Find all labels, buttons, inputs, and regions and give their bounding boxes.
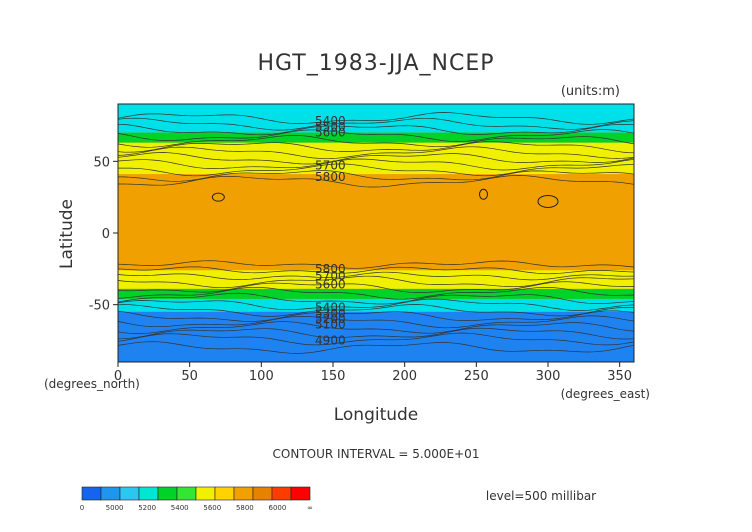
contour-label-4: 5800 — [315, 170, 346, 184]
band-7 — [118, 311, 634, 362]
contour-line-3 — [117, 129, 635, 142]
contour-line-18 — [117, 292, 635, 305]
colorbar-label-2: 5200 — [138, 504, 156, 512]
colorbar-label-4: 5600 — [203, 504, 221, 512]
contour-line-17 — [117, 286, 635, 300]
contour-line-11 — [118, 175, 635, 188]
contour-interval: CONTOUR INTERVAL = 5.000E+01 — [273, 447, 480, 461]
y-tick-label-2: -50 — [89, 299, 110, 314]
colorbar-swatch-8 — [233, 486, 254, 501]
band-6 — [118, 298, 634, 312]
contour-line-16 — [117, 281, 635, 293]
x-tick-label-7: 350 — [607, 369, 632, 384]
colorbar-swatch-5 — [176, 486, 197, 501]
contour-line-1 — [117, 117, 635, 131]
contour-label-2: 5600 — [315, 126, 346, 140]
level-text: level=500 millibar — [486, 489, 596, 503]
y-tick-label-1: 0 — [102, 227, 110, 242]
contour-label-9: 5300 — [315, 306, 346, 320]
contour-label-5: 5800 — [315, 262, 346, 276]
contour-line-24 — [117, 327, 635, 340]
contour-line-6 — [117, 146, 635, 160]
colorbar: 0 5000 5200 5400 5600 5800 6000 ∞ — [80, 486, 313, 512]
units-label: (units:m) — [561, 84, 620, 99]
x-tick-label-1: 50 — [181, 369, 198, 384]
contour-line-8 — [117, 158, 635, 171]
colorbar-label-1: 5000 — [106, 504, 124, 512]
contour-line-12 — [117, 260, 635, 269]
contour-line-5 — [117, 141, 635, 154]
band-4 — [118, 270, 634, 289]
contour-line-19 — [117, 298, 635, 311]
contour-line-13 — [117, 266, 635, 275]
contour-line-15 — [117, 275, 635, 289]
x-axis-label: Longitude — [334, 405, 419, 425]
colorbar-swatch-3 — [138, 486, 159, 501]
x-tick-label-3: 150 — [321, 369, 346, 384]
x-tick-label-5: 250 — [464, 369, 489, 384]
contour-line-25 — [117, 332, 635, 346]
y-unit-note: (degrees_north) — [44, 377, 140, 391]
contour-line-2 — [117, 123, 635, 136]
x-tick-label-0: 0 — [114, 369, 122, 384]
contour-line-14 — [117, 271, 635, 281]
x-unit-note: (degrees_east) — [561, 387, 650, 401]
colorbar-swatch-4 — [157, 486, 178, 501]
contour-line-23 — [117, 321, 635, 334]
contour-line-9 — [118, 163, 635, 177]
contour-closed-1 — [479, 188, 488, 200]
colorbar-label-3: 5400 — [171, 504, 189, 512]
contour-label-7: 5600 — [315, 278, 346, 292]
contour-label-1: 5500 — [315, 120, 346, 134]
colorbar-swatch-1 — [100, 486, 121, 501]
contour-line-22 — [117, 315, 635, 329]
contour-plot: 5400550056005700580058005700560054005300… — [89, 103, 635, 384]
contour-label-11: 5100 — [315, 318, 346, 332]
colorbar-label-0: 0 — [80, 504, 84, 512]
contour-line-0 — [117, 112, 635, 125]
contour-line-20 — [117, 304, 635, 317]
x-tick-label-4: 200 — [392, 369, 417, 384]
contour-label-10: 5200 — [315, 312, 346, 326]
band-1 — [118, 132, 634, 143]
y-axis-label: Latitude — [57, 199, 77, 269]
colorbar-label-5: 5800 — [236, 504, 254, 512]
contour-line-21 — [117, 310, 635, 322]
contour-label-8: 5400 — [315, 301, 346, 315]
contour-line-26 — [117, 341, 635, 354]
contour-closed-0 — [211, 192, 225, 202]
contour-label-0: 5400 — [315, 114, 346, 128]
x-tick-label-2: 100 — [249, 369, 274, 384]
colorbar-swatch-6 — [195, 486, 216, 501]
colorbar-swatch-9 — [252, 486, 273, 501]
colorbar-label-7: ∞ — [307, 504, 313, 512]
contour-line-10 — [118, 170, 635, 182]
band-2 — [118, 142, 634, 175]
contour-closed-2 — [537, 194, 559, 208]
x-tick-label-6: 300 — [536, 369, 561, 384]
colorbar-swatch-0 — [81, 486, 102, 501]
contour-label-12: 4900 — [315, 334, 346, 348]
contour-label-6: 5700 — [315, 269, 346, 283]
colorbar-swatch-7 — [214, 486, 235, 501]
colorbar-swatch-11 — [290, 486, 311, 501]
colorbar-swatch-10 — [271, 486, 292, 501]
contour-line-4 — [117, 135, 635, 148]
contour-label-3: 5700 — [315, 159, 346, 173]
band-3 — [118, 174, 634, 271]
colorbar-swatch-2 — [119, 486, 140, 501]
colorbar-label-6: 6000 — [269, 504, 287, 512]
contour-line-7 — [117, 152, 635, 165]
chart-title: HGT_1983-JJA_NCEP — [257, 51, 494, 76]
band-5 — [118, 288, 634, 299]
y-tick-label-0: 50 — [93, 155, 110, 170]
